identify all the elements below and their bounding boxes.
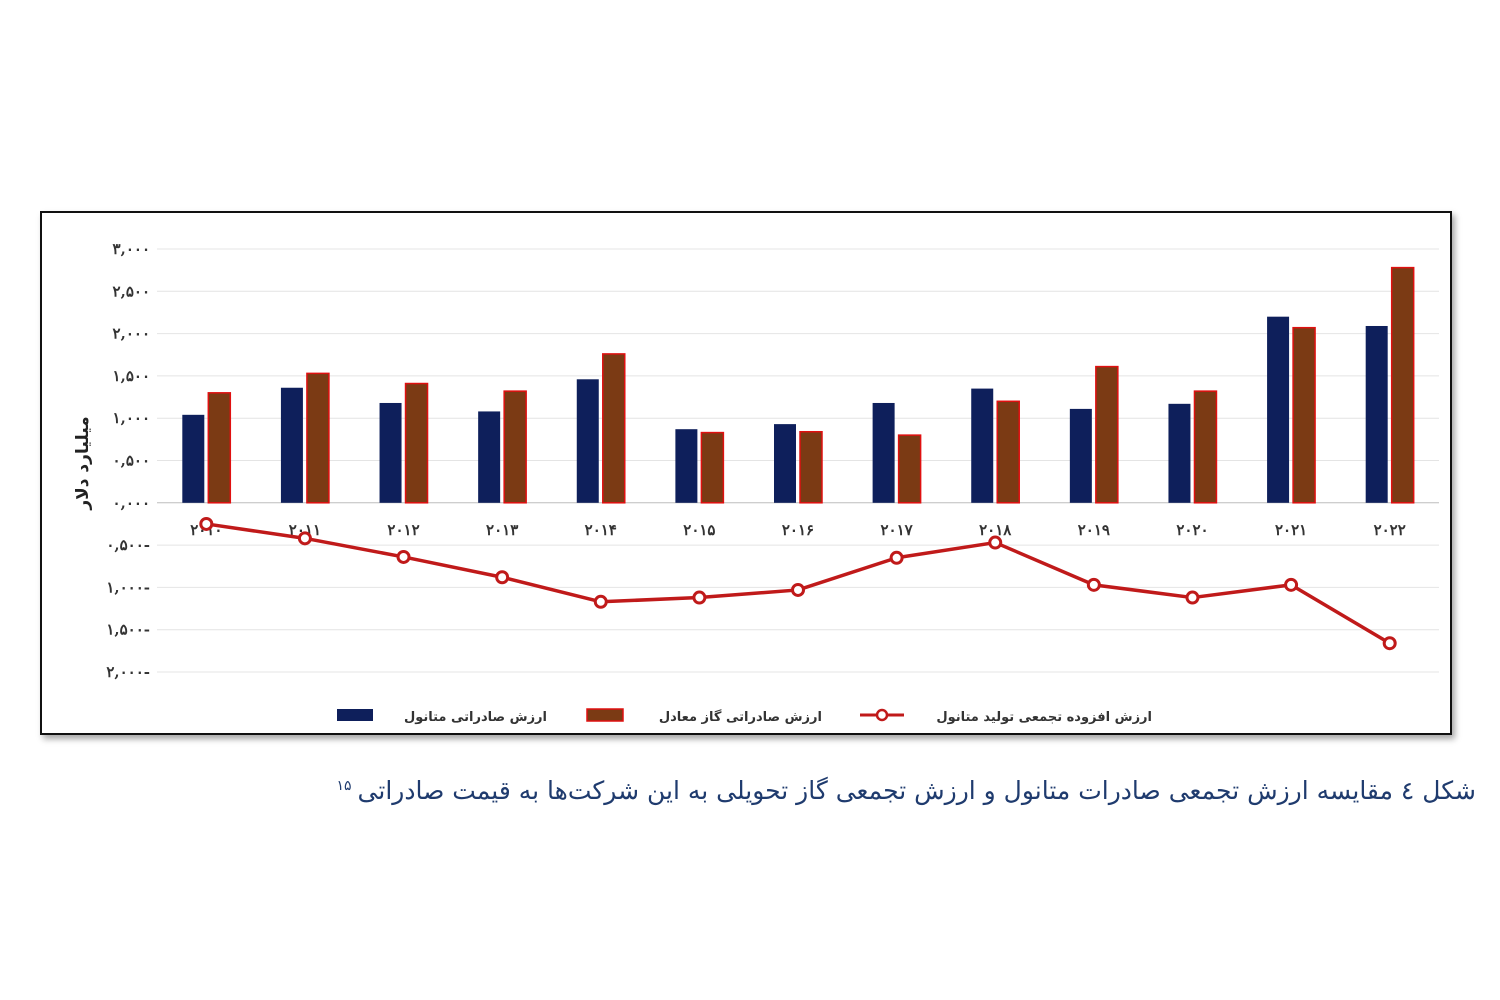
bar-methanol-1 <box>280 387 303 503</box>
y-tick-label: ۰,۵۰۰- <box>106 536 150 554</box>
bar-methanol-8 <box>971 388 994 503</box>
bar-methanol-0 <box>182 414 205 503</box>
bars <box>182 266 1415 504</box>
bar-methanol-10 <box>1168 403 1191 503</box>
legend: ارزش صادراتی متانول ارزش صادراتی گاز معاد… <box>337 708 1152 725</box>
y-tick-label: ۱,۵۰۰- <box>106 621 150 639</box>
y-tick-label: ۰,۰۰۰ <box>113 494 150 512</box>
y-tick-label: ۱,۵۰۰ <box>113 367 150 385</box>
x-tick-label: ۲۰۱۴ <box>585 521 617 539</box>
line-point-0 <box>199 516 214 531</box>
bar-gas-8 <box>996 400 1020 504</box>
line-point-2 <box>396 549 411 564</box>
y-tick-label: ۱,۰۰۰- <box>106 578 150 596</box>
chart-svg: ۳,۰۰۰ ۲,۵۰۰ ۲,۰۰۰ ۱,۵۰۰ ۱,۰۰۰ ۰,۵۰۰ ۰,۰۰۰ ۰,۵۰۰… <box>73 240 1439 725</box>
legend-swatch-1 <box>586 708 624 722</box>
y-axis-label: میلیارد دلار <box>73 416 93 510</box>
y-tick-label: ۱,۰۰۰ <box>113 409 150 427</box>
bar-methanol-12 <box>1365 325 1388 503</box>
line-point-1 <box>297 531 312 546</box>
x-tick-label: ۲۰۱۳ <box>486 521 518 539</box>
x-tick-label: ۲۰۲۱ <box>1275 521 1307 539</box>
bar-methanol-4 <box>576 379 599 503</box>
legend-label-2: ارزش افزوده تجمعی تولید متانول <box>936 710 1152 725</box>
line-series <box>199 516 1397 651</box>
y-tick-label: ۰,۵۰۰ <box>113 452 150 470</box>
line-point-4 <box>593 594 608 609</box>
bar-methanol-6 <box>774 424 796 503</box>
caption-text: شکل ٤ مقایسه ارزش تجمعی صادرات متانول و … <box>357 776 1476 805</box>
legend-label-1: ارزش صادراتی گاز معادل <box>659 709 822 725</box>
x-tick-label: ۲۰۲۲ <box>1374 521 1406 539</box>
bar-gas-2 <box>404 382 429 504</box>
line-point-9 <box>1086 577 1101 592</box>
figure-caption: شکل ٤ مقایسه ارزش تجمعی صادرات متانول و … <box>26 776 1476 805</box>
y-tick-label: ۲,۰۰۰- <box>106 663 150 681</box>
line-point-3 <box>495 570 510 585</box>
bar-methanol-2 <box>379 402 402 503</box>
y-tick-label: ۲,۵۰۰ <box>113 282 150 300</box>
bar-gas-9 <box>1095 365 1119 504</box>
caption-footnote: ۱۵ <box>336 777 352 794</box>
y-tick-label: ۳,۰۰۰ <box>113 240 150 258</box>
line-point-5 <box>692 590 707 605</box>
bar-methanol-3 <box>478 411 501 503</box>
line-point-11 <box>1284 577 1299 592</box>
line-point-10 <box>1185 590 1200 605</box>
y-tick-label: ۲,۰۰۰ <box>113 325 150 343</box>
bar-methanol-9 <box>1069 408 1092 503</box>
bar-gas-5 <box>700 431 725 504</box>
grid-lines <box>157 248 1439 673</box>
legend-swatch-0 <box>337 709 373 721</box>
y-axis-ticks: ۳,۰۰۰ ۲,۵۰۰ ۲,۰۰۰ ۱,۵۰۰ ۱,۰۰۰ ۰,۵۰۰ ۰,۰۰۰ ۰,۵۰۰… <box>106 240 150 681</box>
bar-gas-6 <box>799 430 823 504</box>
bar-gas-12 <box>1390 266 1415 504</box>
x-tick-label: ۲۰۱۶ <box>782 521 814 539</box>
bar-gas-0 <box>207 392 232 504</box>
x-tick-label: ۲۰۱۹ <box>1078 521 1110 539</box>
bar-methanol-11 <box>1267 316 1290 503</box>
chart-frame: ۳,۰۰۰ ۲,۵۰۰ ۲,۰۰۰ ۱,۵۰۰ ۱,۰۰۰ ۰,۵۰۰ ۰,۰۰۰ ۰,۵۰۰… <box>40 211 1452 735</box>
bar-gas-4 <box>602 353 626 504</box>
legend-label-0: ارزش صادراتی متانول <box>404 710 547 725</box>
bar-gas-11 <box>1292 326 1316 504</box>
line-point-7 <box>889 550 904 565</box>
bar-gas-10 <box>1193 390 1218 504</box>
x-tick-label: ۲۰۱۱ <box>289 521 321 539</box>
line-point-6 <box>791 582 805 597</box>
x-tick-label: ۲۰۱۷ <box>880 521 913 539</box>
bar-gas-1 <box>306 372 330 504</box>
x-axis-ticks: ۲۰۱۰۲۰۱۱۲۰۱۲۲۰۱۳۲۰۱۴۲۰۱۵۲۰۱۶۲۰۱۷۲۰۱۸۲۰۱۹… <box>190 521 1406 539</box>
x-tick-label: ۲۰۱۸ <box>979 521 1012 539</box>
x-tick-label: ۲۰۲۰ <box>1176 521 1208 539</box>
x-tick-label: ۲۰۱۵ <box>683 521 715 539</box>
legend-marker <box>875 708 889 722</box>
bar-gas-7 <box>897 434 922 504</box>
bar-methanol-7 <box>872 402 895 503</box>
line-point-8 <box>988 535 1003 550</box>
line-point-12 <box>1382 636 1397 651</box>
x-tick-label: ۲۰۱۲ <box>387 521 419 539</box>
bar-gas-3 <box>503 390 527 504</box>
bar-methanol-5 <box>675 429 698 503</box>
